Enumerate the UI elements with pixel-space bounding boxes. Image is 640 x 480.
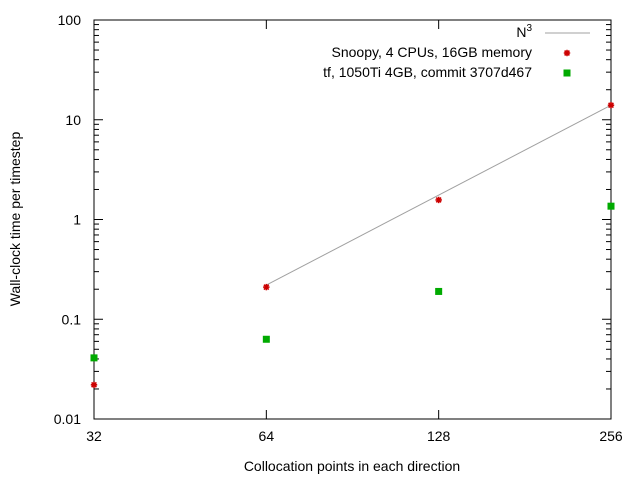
legend-swatch-snoopy <box>563 49 571 57</box>
point-tf-32 <box>90 354 98 362</box>
legend-label-tf: tf, 1050Ti 4GB, commit 3707d467 <box>323 64 532 80</box>
y-tick-label: 0.01 <box>54 411 81 427</box>
y-tick-label: 100 <box>58 12 82 28</box>
point-snoopy-32 <box>90 381 98 389</box>
legend: N3 Snoopy, 4 CPUs, 16GB memory tf, 1050T… <box>323 23 590 80</box>
legend-reference-exponent: 3 <box>526 23 532 34</box>
legend-marker-snoopy <box>563 49 571 57</box>
y-axis-label: Wall-clock time per timestep <box>7 132 23 307</box>
x-axis-label: Collocation points in each direction <box>244 458 460 474</box>
point-tf-256 <box>607 202 615 210</box>
legend-marker-tf <box>563 69 571 77</box>
y-tick-label: 0.1 <box>62 311 82 327</box>
legend-swatch-tf <box>563 69 571 77</box>
reference-line-n3 <box>266 104 612 286</box>
legend-reference-base: N <box>516 24 526 40</box>
x-tick-label: 32 <box>86 428 102 444</box>
x-tick-label: 128 <box>427 428 451 444</box>
y-tick-label: 1 <box>73 212 81 228</box>
x-tick-label: 256 <box>599 428 623 444</box>
point-snoopy-256 <box>607 101 615 109</box>
point-tf-64 <box>262 335 270 343</box>
point-snoopy-64 <box>263 283 270 291</box>
point-snoopy-128 <box>435 196 442 204</box>
y-tick-label: 10 <box>65 112 81 128</box>
data-points <box>90 101 615 389</box>
legend-label-reference: N3 <box>516 23 532 40</box>
legend-label-snoopy: Snoopy, 4 CPUs, 16GB memory <box>332 44 532 60</box>
point-tf-128 <box>435 287 443 295</box>
x-tick-label: 64 <box>259 428 275 444</box>
axis-ticks <box>93 19 612 420</box>
tick-labels: 32 64 128 256 0.01 0.1 1 10 100 <box>54 12 623 444</box>
